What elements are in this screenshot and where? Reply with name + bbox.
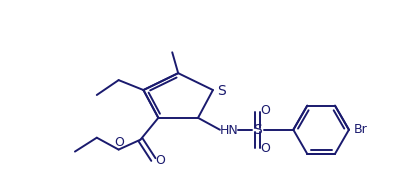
Text: HN: HN	[219, 124, 238, 137]
Text: O: O	[114, 136, 124, 149]
Text: O: O	[260, 142, 270, 155]
Text: O: O	[260, 104, 270, 117]
Text: Br: Br	[353, 123, 367, 136]
Text: S: S	[217, 84, 226, 98]
Text: S: S	[253, 123, 261, 137]
Text: O: O	[155, 154, 165, 167]
